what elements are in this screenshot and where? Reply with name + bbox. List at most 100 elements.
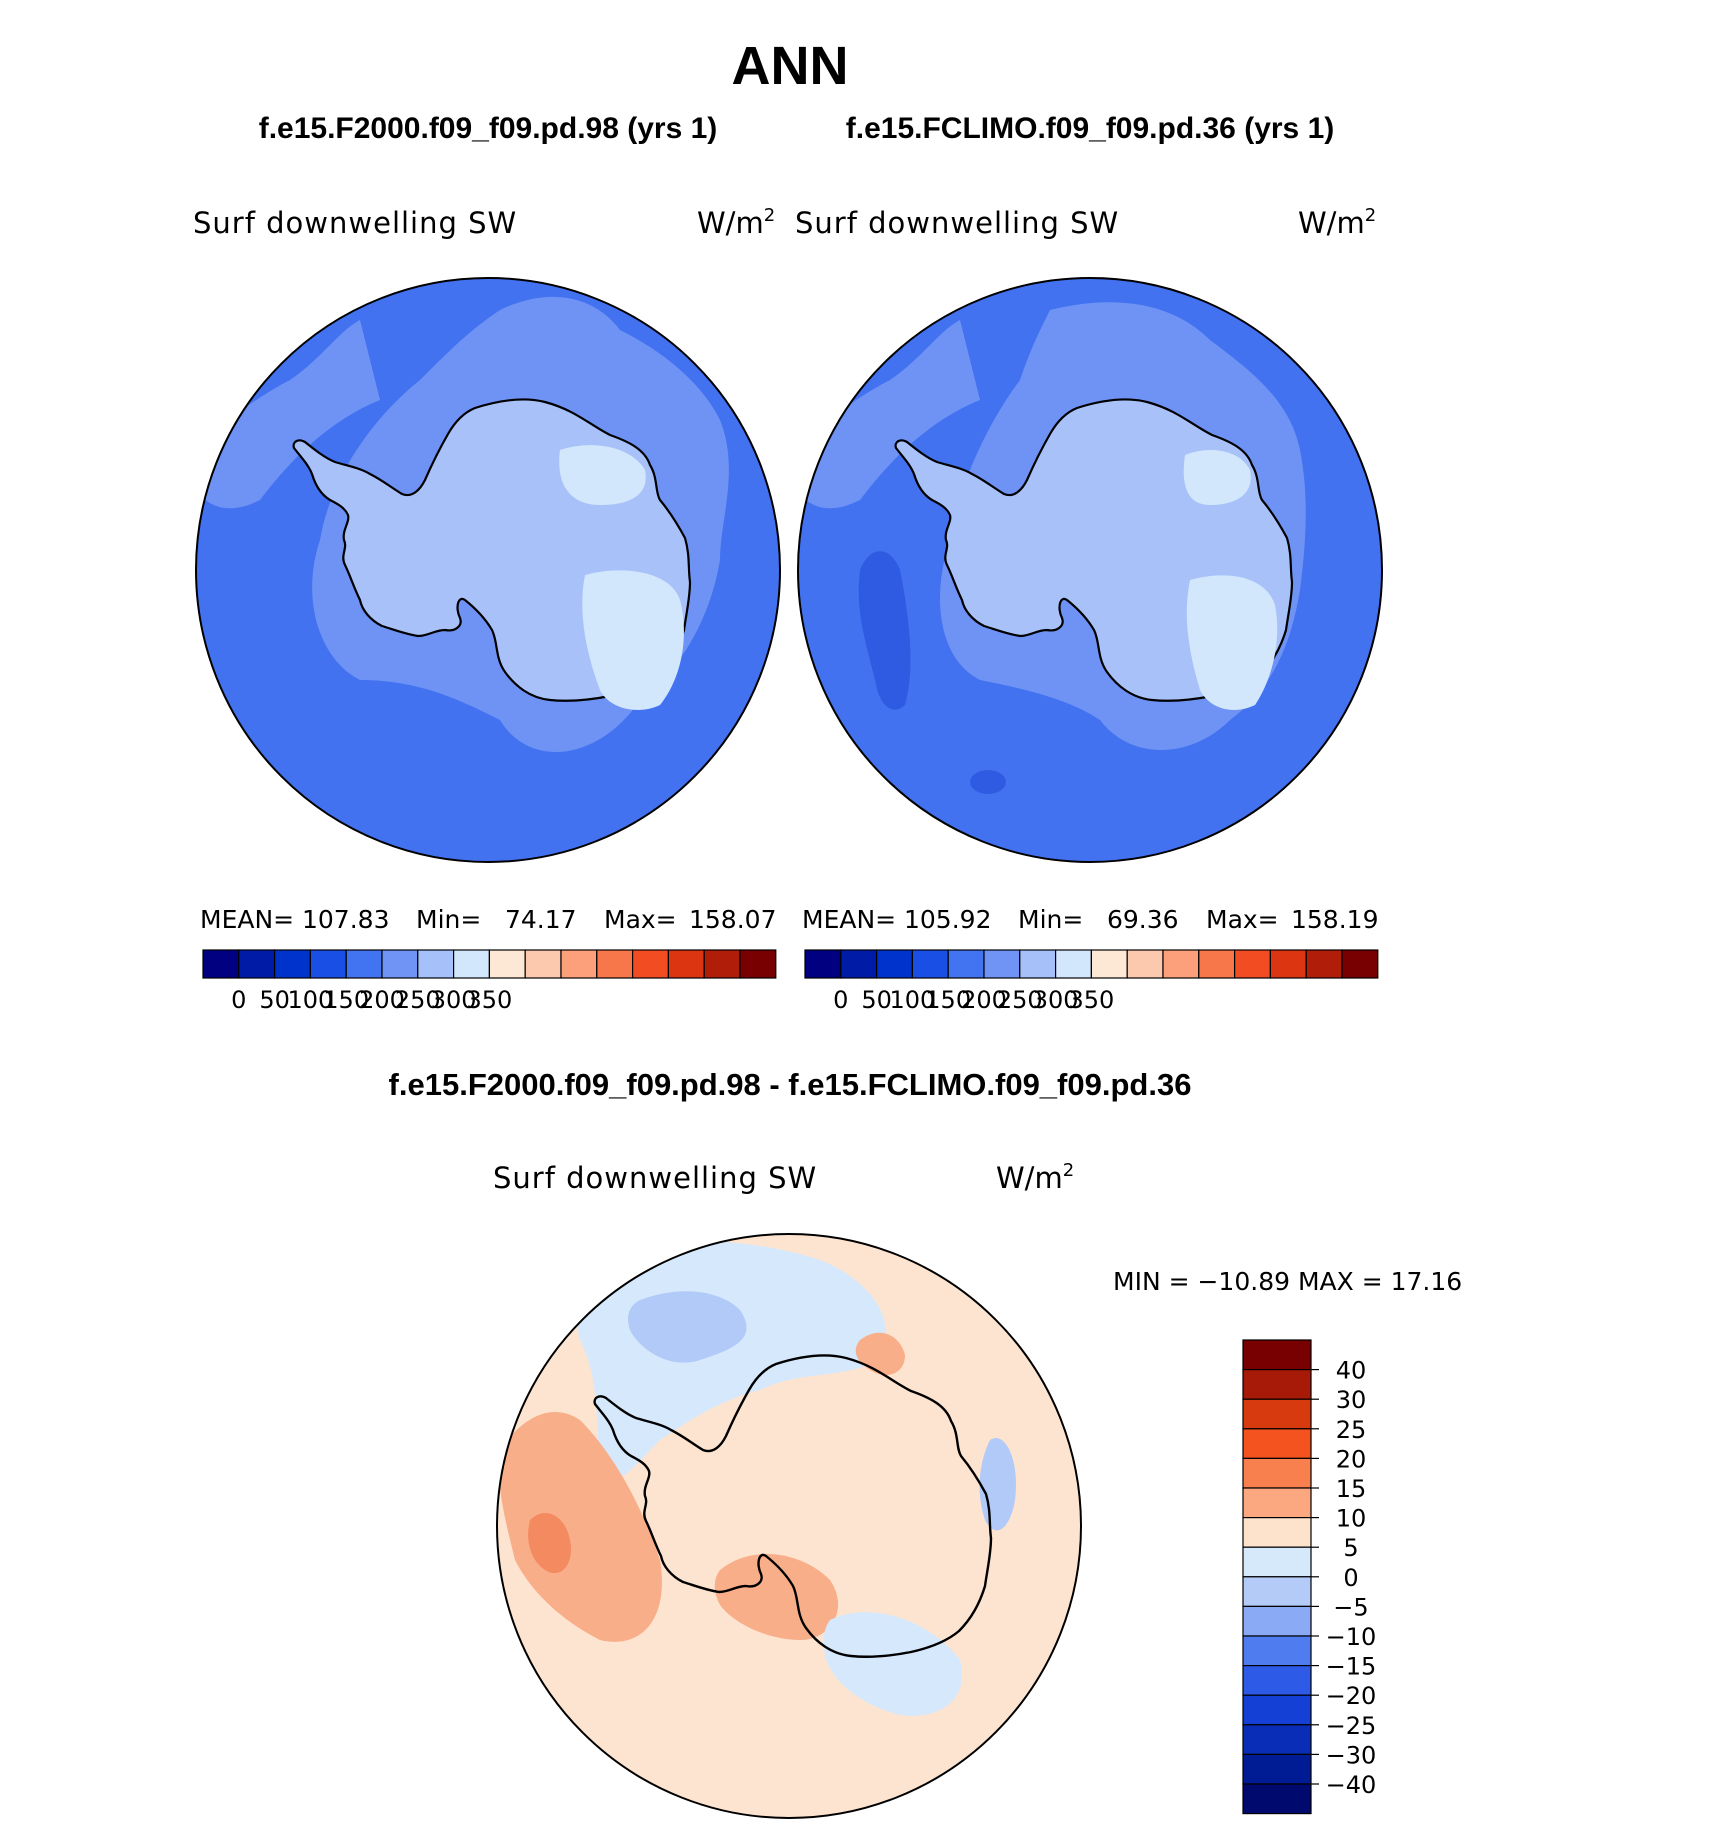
diff-colorbar-tick-label: 20 — [1336, 1445, 1367, 1473]
diff-colorbar-box-1 — [1242, 1368, 1312, 1400]
diff-colorbar-tick-label: 30 — [1336, 1386, 1367, 1414]
diff-colorbar-tick-label: 15 — [1336, 1475, 1367, 1503]
right-colorbar-box-3 — [911, 949, 949, 979]
right-colorbar-box-12 — [1233, 949, 1271, 979]
right-colorbar-box-14 — [1305, 949, 1343, 979]
right-map-border — [797, 277, 1383, 863]
left-colorbar-tick-label: 350 — [466, 986, 512, 1014]
left-colorbar-box-11 — [596, 949, 634, 979]
diff-colorbar-box-8 — [1242, 1576, 1312, 1608]
left-map-border — [195, 277, 781, 863]
diff-warm-patch-3 — [855, 1332, 905, 1375]
right-colorbar-tick-label: 150 — [925, 986, 971, 1014]
right-colorbar-box-6 — [1019, 949, 1057, 979]
diff-colorbar-box-2 — [1242, 1398, 1312, 1430]
diff-map-border — [496, 1233, 1082, 1819]
right-plateau-high-2 — [1186, 575, 1278, 710]
diff-colorbar-box-10 — [1242, 1635, 1312, 1667]
left-colorbar-box-2 — [274, 949, 312, 979]
left-colorbar-box-14 — [703, 949, 741, 979]
diff-colorbar-box-6 — [1242, 1516, 1312, 1548]
diff-variable-label: Surf downwelling SW — [493, 1161, 817, 1195]
left-units-label: W/m2 — [697, 205, 775, 240]
left-colorbar-box-10 — [560, 949, 598, 979]
diff-stats-text: MIN = −10.89 MAX = 17.16 — [1113, 1267, 1462, 1296]
right-low-patch — [858, 551, 911, 710]
right-case-title: f.e15.FCLIMO.f09_f09.pd.36 (yrs 1) — [846, 112, 1335, 145]
left-colorbar-box-5 — [381, 949, 419, 979]
diff-colorbar-tick-label: −30 — [1326, 1741, 1377, 1769]
left-colorbar-box-1 — [238, 949, 276, 979]
left-colorbar-tick-label: 50 — [259, 986, 290, 1014]
right-polar-map — [797, 277, 1383, 863]
left-colorbar-box-15 — [739, 949, 777, 979]
left-variable-label: Surf downwelling SW — [193, 206, 517, 240]
diff-colorbar-tick-label: 10 — [1336, 1505, 1367, 1533]
right-stats-line: MEAN= 105.92 Min= 69.36 Max= 158.19 — [802, 905, 1378, 934]
diff-colorbar-box-5 — [1242, 1487, 1312, 1519]
diff-colorbar-box-7 — [1242, 1546, 1312, 1578]
left-colorbar-box-12 — [631, 949, 669, 979]
diff-colorbar-box-4 — [1242, 1457, 1312, 1489]
diff-colorbar-tick-label: −15 — [1326, 1653, 1377, 1681]
left-colorbar-box-6 — [417, 949, 455, 979]
right-colorbar-tick-label: 300 — [1033, 986, 1079, 1014]
diff-colorbar-tick-label: −10 — [1326, 1623, 1377, 1651]
left-stats-line: MEAN= 107.83 Min= 74.17 Max= 158.07 — [200, 905, 776, 934]
left-colorbar-tick-label: 300 — [431, 986, 477, 1014]
left-colorbar-tick-label: 200 — [359, 986, 405, 1014]
diff-units-label: W/m2 — [996, 1160, 1074, 1195]
right-colorbar-box-10 — [1162, 949, 1200, 979]
right-units-label: W/m2 — [1298, 205, 1376, 240]
right-colorbar-box-2 — [875, 949, 913, 979]
right-colorbar-box-13 — [1269, 949, 1307, 979]
diff-warmer-patch — [528, 1512, 571, 1574]
right-variable-label: Surf downwelling SW — [795, 206, 1119, 240]
left-plateau-high-2 — [582, 570, 684, 710]
right-colorbar-tick-label: 350 — [1068, 986, 1114, 1014]
diff-warm-patch-1 — [498, 1411, 662, 1642]
diff-colorbar-box-11 — [1242, 1664, 1312, 1696]
diff-colorbar-box-9 — [1242, 1605, 1312, 1637]
left-colorbar-box-9 — [524, 949, 562, 979]
left-colorbar-box-13 — [667, 949, 705, 979]
left-colorbar-box-8 — [488, 949, 526, 979]
right-colorbar-tick-label: 200 — [961, 986, 1007, 1014]
diff-colorbar-tick-label: 25 — [1336, 1416, 1367, 1444]
diff-cooler-patch-1 — [628, 1291, 747, 1363]
diff-colorbar-tick-label: 40 — [1336, 1357, 1367, 1385]
left-colorbar-tick-label: 150 — [323, 986, 369, 1014]
right-colorbar-tick-label: 50 — [861, 986, 892, 1014]
left-colorbar-box-0 — [202, 949, 240, 979]
right-colorbar-tick-label: 250 — [997, 986, 1043, 1014]
diff-colorbar-box-15 — [1242, 1783, 1312, 1815]
diff-title: f.e15.F2000.f09_f09.pd.98 - f.e15.FCLIMO… — [389, 1067, 1192, 1102]
diff-colorbar-tick-label: 5 — [1343, 1534, 1358, 1562]
left-colorbar-tick-label: 0 — [231, 986, 246, 1014]
diff-colorbar-box-12 — [1242, 1694, 1312, 1726]
diff-colorbar-box-13 — [1242, 1724, 1312, 1756]
diff-warm-patch-2 — [714, 1553, 839, 1640]
diff-colorbar-tick-label: −25 — [1326, 1712, 1377, 1740]
right-low-patch-small — [970, 770, 1006, 794]
left-polar-map — [195, 277, 781, 863]
left-colorbar-box-3 — [309, 949, 347, 979]
right-shelf-patch — [798, 320, 980, 509]
diff-colorbar-box-3 — [1242, 1428, 1312, 1460]
right-colorbar-box-1 — [840, 949, 878, 979]
left-plateau-high-1 — [559, 445, 646, 505]
diff-colorbar-box-14 — [1242, 1753, 1312, 1785]
left-colorbar-box-4 — [345, 949, 383, 979]
left-colorbar-box-7 — [453, 949, 491, 979]
right-colorbar-box-8 — [1090, 949, 1128, 979]
left-shelf-patch — [196, 320, 380, 509]
diff-colorbar-tick-label: −20 — [1326, 1682, 1377, 1710]
right-colorbar-box-5 — [983, 949, 1021, 979]
left-case-title: f.e15.F2000.f09_f09.pd.98 (yrs 1) — [259, 112, 718, 145]
right-colorbar-box-0 — [804, 949, 842, 979]
diff-colorbar-box-0 — [1242, 1339, 1312, 1371]
